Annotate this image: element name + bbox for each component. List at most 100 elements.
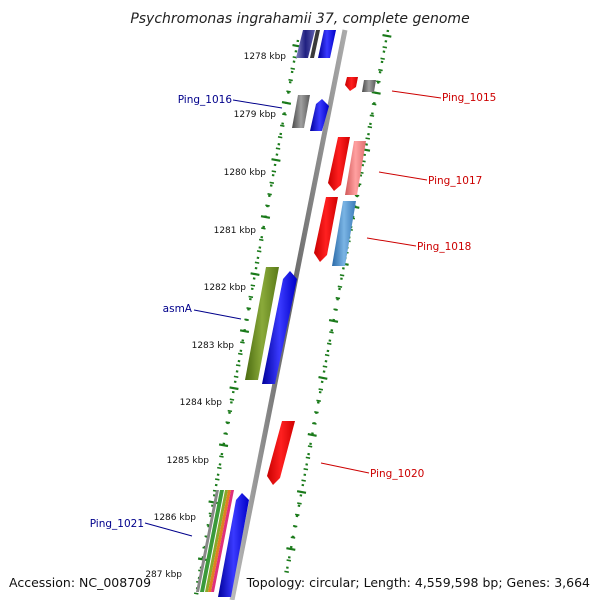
inner-track-tick (239, 329, 250, 333)
gene-ping-1021-olive[interactable] (205, 490, 228, 592)
outer-track-tick (305, 456, 311, 459)
inner-track-tick (290, 67, 296, 70)
outer-track-tick (303, 468, 309, 471)
inner-track-tick (229, 386, 239, 391)
inner-track-tick (219, 455, 224, 458)
gene-ping-1021-pink[interactable] (211, 490, 234, 592)
tick-label-1280: 1280 kbp (224, 168, 267, 178)
gene-ping-1020-red[interactable] (267, 421, 295, 485)
label-ping-1018[interactable]: Ping_1018 (417, 241, 471, 253)
tick-label-1278: 1278 kbp (244, 52, 287, 62)
gene-ping-1016-gray[interactable] (292, 95, 310, 128)
outer-track-tick (354, 194, 360, 197)
outer-track-tick (316, 399, 321, 402)
gene-ping-1015-gray[interactable] (362, 80, 376, 92)
inner-track-tick (229, 398, 235, 401)
inner-track-tick (279, 124, 285, 127)
outer-track-tick (296, 490, 307, 494)
outer-track-tick (376, 80, 381, 83)
tick-label-1285: 1285 kbp (167, 456, 210, 466)
inner-track-tick (237, 352, 243, 356)
tick-label-1286: 1286 kbp (154, 513, 197, 523)
inner-track-tick (277, 136, 283, 139)
inner-track-tick (248, 295, 254, 299)
gene-ping-1018-red[interactable] (314, 197, 338, 262)
outer-track-tick (382, 46, 388, 49)
inner-track-tick (260, 215, 271, 219)
label-ping-1020[interactable]: Ping_1020 (370, 468, 424, 480)
leader-ping-1016 (232, 99, 283, 109)
outer-track-tick (326, 342, 332, 345)
inner-track-tick (271, 158, 281, 162)
gene-top-blue[interactable] (318, 30, 336, 58)
outer-track-tick (337, 285, 343, 288)
inner-track-tick (223, 432, 228, 435)
inner-track-tick (288, 78, 293, 82)
gene-ping-1015-red[interactable] (345, 77, 358, 91)
label-ping-1016[interactable]: Ping_1016 (178, 94, 233, 106)
inner-track-tick (261, 227, 266, 230)
inner-track-tick (214, 478, 220, 481)
leader-ping-1015 (391, 90, 442, 99)
inner-track-tick (240, 341, 245, 344)
gene-ping-1017-pink[interactable] (345, 141, 366, 195)
tick-label-1287: 287 kbp (145, 570, 182, 580)
leader-ping-1017 (378, 171, 428, 181)
gene-top-gray[interactable] (310, 30, 320, 58)
label-ping-1017[interactable]: Ping_1017 (428, 175, 482, 187)
outer-tick-track (284, 29, 390, 576)
outer-track-tick (367, 125, 373, 129)
gene-ping-1021-green[interactable] (200, 490, 224, 592)
gene-asma-olive[interactable] (245, 267, 279, 380)
inner-track-tick (269, 181, 275, 184)
gene-asma-blue[interactable] (262, 271, 297, 384)
inner-track-tick (244, 318, 249, 321)
map-title: Psychromonas ingrahamii 37, complete gen… (130, 11, 469, 27)
inner-track-tick (218, 443, 229, 448)
label-ping-1015[interactable]: Ping_1015 (442, 92, 496, 104)
outer-track-tick (371, 103, 377, 106)
outer-track-tick (292, 525, 298, 528)
inner-track-tick (250, 272, 260, 276)
inner-track-tick (286, 90, 291, 93)
tick-label-1284: 1284 kbp (180, 398, 223, 408)
gene-labels: Ping_1015 Ping_1016 Ping_1017 Ping_1018 … (90, 92, 497, 530)
label-ping-1021[interactable]: Ping_1021 (90, 518, 144, 530)
outer-track-tick (365, 137, 371, 140)
outer-track-tick (318, 376, 328, 380)
gene-ping-1016-blue[interactable] (310, 99, 329, 131)
inner-track-tick (217, 466, 222, 470)
inner-track-tick (193, 592, 199, 595)
tick-label-1282: 1282 kbp (204, 283, 247, 293)
outer-track-tick (333, 308, 338, 311)
outer-track-tick (307, 433, 317, 437)
label-asma[interactable]: asmA (163, 303, 193, 315)
leader-ping-1018 (366, 237, 417, 247)
gene-top-navy[interactable] (296, 30, 315, 58)
inner-track-tick (282, 113, 287, 116)
gene-ping-1021-gray[interactable] (196, 490, 219, 592)
outer-track-tick (380, 57, 385, 60)
gene-ping-1018-steel[interactable] (332, 201, 356, 266)
gene-ping-1021-blue[interactable] (218, 493, 249, 597)
tick-label-1281: 1281 kbp (214, 226, 257, 236)
gene-ping-1021-orange[interactable] (208, 490, 231, 592)
outer-track-tick (339, 274, 345, 277)
outer-track-tick (369, 114, 375, 117)
outer-track-tick (307, 445, 313, 448)
gene-features (196, 30, 376, 597)
outer-track-tick (284, 570, 289, 573)
outer-track-tick (371, 91, 381, 95)
outer-track-tick (378, 68, 383, 72)
topology-text: Topology: circular; Length: 4,559,598 bp… (246, 575, 590, 590)
tick-label-1279: 1279 kbp (234, 110, 277, 120)
outer-track-tick (286, 547, 296, 551)
inner-track-tick (246, 307, 252, 310)
gene-ping-1017-red[interactable] (328, 137, 350, 191)
inner-track-tick (235, 364, 241, 367)
outer-track-tick (335, 296, 341, 300)
outer-track-tick (324, 353, 330, 357)
inner-track-tick (275, 147, 281, 150)
leader-asma (193, 309, 242, 320)
